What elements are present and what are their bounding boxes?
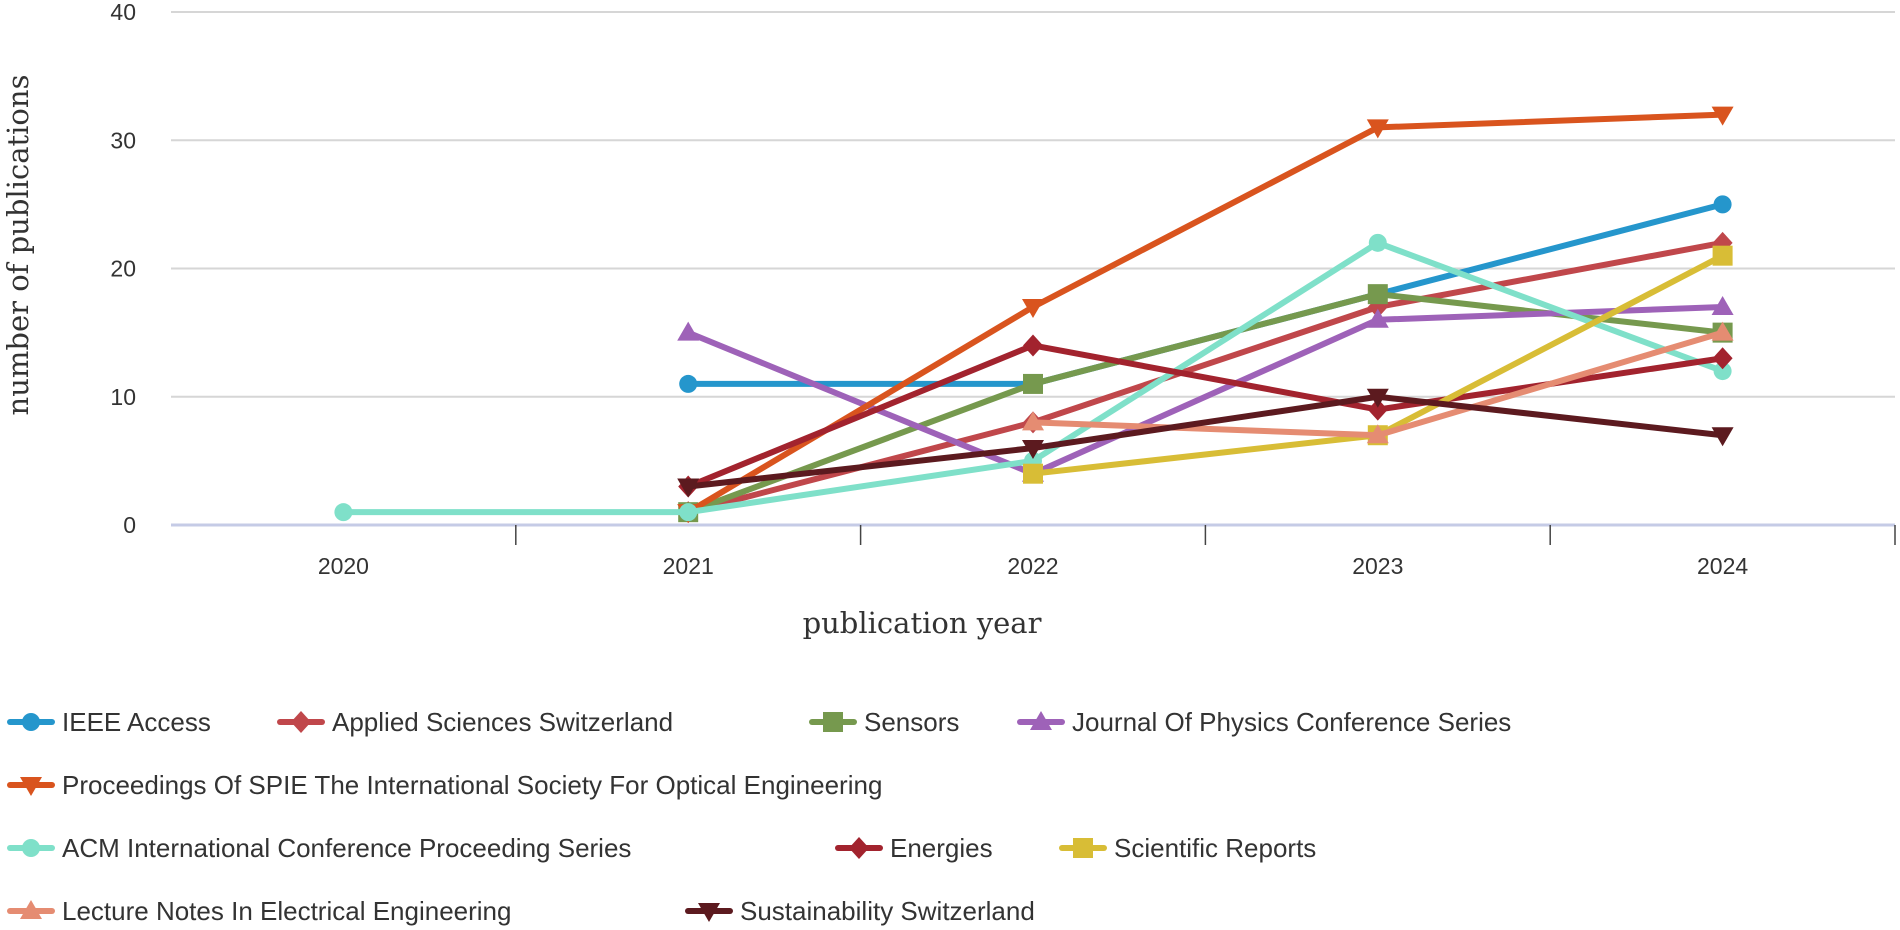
series-9 bbox=[677, 388, 1734, 498]
legend-label: Journal Of Physics Conference Series bbox=[1072, 707, 1511, 737]
series-line bbox=[685, 201, 1726, 387]
data-point bbox=[677, 478, 700, 498]
data-point bbox=[1711, 427, 1734, 447]
data-point bbox=[1713, 195, 1732, 214]
series-3 bbox=[677, 295, 1734, 482]
legend-swatch-marker bbox=[1073, 838, 1093, 858]
series-group bbox=[334, 106, 1734, 524]
x-axis: 2020 2021 2022 2023 2024 bbox=[171, 523, 1896, 579]
legend-item: IEEE Access bbox=[7, 707, 211, 737]
legend-label: IEEE Access bbox=[62, 707, 211, 737]
legend-swatch-marker bbox=[849, 837, 869, 859]
y-tick-label: 30 bbox=[110, 127, 136, 153]
data-point bbox=[1023, 463, 1043, 484]
series-5 bbox=[334, 233, 1732, 522]
legend-swatch-marker bbox=[823, 712, 843, 732]
x-tick-label: 2020 bbox=[318, 553, 369, 579]
legend-item: Energies bbox=[835, 833, 993, 863]
gridlines bbox=[171, 11, 1895, 398]
data-point bbox=[1022, 411, 1044, 431]
data-point bbox=[1712, 245, 1733, 266]
y-tick-label: 10 bbox=[110, 384, 136, 410]
legend-swatch-marker bbox=[22, 839, 40, 857]
legend-swatch-marker bbox=[20, 777, 42, 796]
x-tick-label: 2024 bbox=[1697, 553, 1748, 579]
legend-swatch-marker bbox=[22, 713, 40, 731]
legend-label: Sustainability Switzerland bbox=[740, 896, 1035, 926]
legend-item: Proceedings Of SPIE The International So… bbox=[7, 770, 882, 800]
x-tick-label: 2022 bbox=[1007, 553, 1058, 579]
data-point bbox=[677, 321, 700, 341]
series-line bbox=[685, 303, 1726, 477]
y-axis-title: number of publications bbox=[1, 75, 35, 416]
y-tick-label: 20 bbox=[110, 256, 136, 282]
legend-label: Lecture Notes In Electrical Engineering bbox=[62, 896, 511, 926]
data-point bbox=[334, 503, 353, 522]
data-point bbox=[679, 374, 698, 393]
x-axis-title: publication year bbox=[803, 606, 1042, 640]
x-tick-label: 2023 bbox=[1352, 553, 1403, 579]
data-point bbox=[1368, 233, 1387, 252]
data-point bbox=[1022, 298, 1044, 318]
legend-label: Sensors bbox=[864, 707, 959, 737]
data-point bbox=[1023, 334, 1043, 357]
data-point bbox=[1711, 106, 1734, 126]
data-point bbox=[1367, 284, 1388, 305]
legend-swatch-marker bbox=[698, 903, 720, 922]
series-line bbox=[685, 291, 1726, 516]
y-tick-label: 0 bbox=[123, 512, 136, 538]
legend-item: Journal Of Physics Conference Series bbox=[1017, 707, 1511, 737]
legend-label: ACM International Conference Proceeding … bbox=[62, 833, 631, 863]
legend-swatch-marker bbox=[20, 900, 42, 919]
legend-item: Sustainability Switzerland bbox=[685, 896, 1035, 926]
data-point bbox=[1713, 362, 1732, 381]
data-point bbox=[1366, 119, 1389, 139]
series-line bbox=[685, 111, 1726, 516]
y-axis-ticks: 0 10 20 30 40 bbox=[110, 0, 136, 538]
legend-label: Applied Sciences Switzerland bbox=[332, 707, 673, 737]
legend-item: Lecture Notes In Electrical Engineering bbox=[7, 896, 511, 926]
data-point bbox=[1366, 308, 1389, 328]
legend-label: Scientific Reports bbox=[1114, 833, 1316, 863]
legend-label: Proceedings Of SPIE The International So… bbox=[62, 770, 882, 800]
series-2 bbox=[678, 284, 1733, 523]
data-point bbox=[1367, 398, 1388, 421]
data-point bbox=[1022, 440, 1044, 460]
data-point bbox=[679, 503, 698, 522]
data-point bbox=[1711, 321, 1734, 341]
series-8 bbox=[1022, 321, 1734, 444]
legend-item: Scientific Reports bbox=[1059, 833, 1316, 863]
y-tick-label: 40 bbox=[110, 0, 136, 25]
legend-swatch-marker bbox=[1030, 711, 1052, 730]
data-point bbox=[1712, 347, 1733, 370]
legend-label: Energies bbox=[890, 833, 993, 863]
x-tick-label: 2021 bbox=[663, 553, 714, 579]
data-point bbox=[1366, 388, 1389, 408]
data-point bbox=[1023, 373, 1043, 394]
data-point bbox=[1711, 295, 1734, 315]
data-point bbox=[1366, 424, 1389, 444]
legend: IEEE Access Applied Sciences Switzerland S… bbox=[7, 707, 1511, 926]
legend-item: Applied Sciences Switzerland bbox=[277, 707, 673, 737]
legend-item: Sensors bbox=[809, 707, 959, 737]
series-line bbox=[685, 393, 1726, 490]
legend-swatch-marker bbox=[291, 711, 311, 733]
legend-item: ACM International Conference Proceeding … bbox=[7, 833, 631, 863]
